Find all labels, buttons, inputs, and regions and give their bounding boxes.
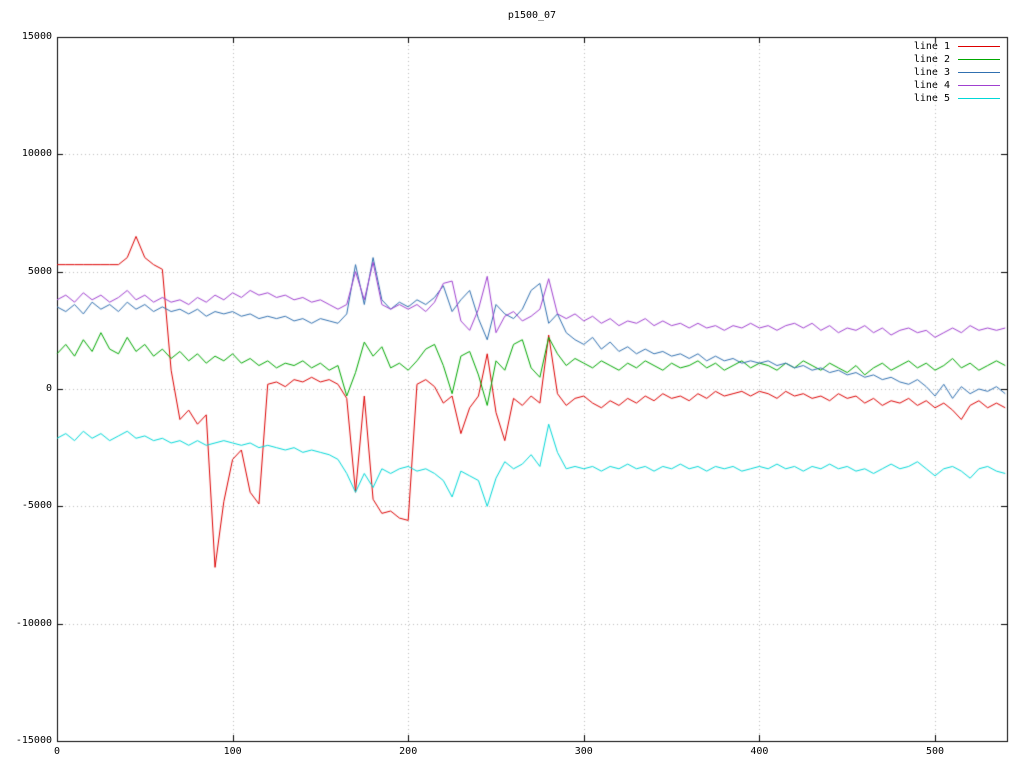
x-tick-label: 300 bbox=[574, 746, 593, 757]
legend-line-sample bbox=[958, 46, 1000, 47]
x-tick-label: 200 bbox=[399, 746, 418, 757]
legend-line-sample bbox=[958, 59, 1000, 60]
legend-label: line 1 bbox=[913, 41, 950, 52]
chart-title: p1500_07 bbox=[507, 10, 557, 21]
x-tick-label: 0 bbox=[53, 746, 61, 757]
legend-line-sample bbox=[958, 98, 1000, 99]
y-tick-label: -10000 bbox=[15, 617, 52, 629]
legend-label: line 3 bbox=[913, 67, 950, 78]
x-tick-label: 100 bbox=[223, 746, 242, 757]
legend-label: line 5 bbox=[913, 93, 950, 104]
y-tick-label: 15000 bbox=[21, 31, 52, 42]
y-tick-label: 5000 bbox=[27, 265, 52, 277]
legend-item: line 4 bbox=[914, 79, 1000, 92]
legend-label: line 2 bbox=[913, 54, 950, 65]
x-tick-label: 500 bbox=[925, 746, 945, 757]
y-tick-label: 0 bbox=[45, 383, 52, 394]
legend-item: line 5 bbox=[914, 92, 1000, 105]
y-tick-label: 10000 bbox=[21, 148, 52, 160]
legend-item: line 3 bbox=[914, 66, 1000, 79]
y-tick-label: -5000 bbox=[21, 500, 52, 512]
legend: line 1 line 2 line 3 line 4 line 5 bbox=[914, 40, 1000, 105]
x-tick-label: 400 bbox=[750, 746, 769, 757]
legend-item: line 1 bbox=[914, 40, 1000, 53]
legend-line-sample bbox=[958, 72, 1000, 73]
legend-item: line 2 bbox=[914, 53, 1000, 66]
legend-label: line 4 bbox=[913, 80, 950, 91]
legend-line-sample bbox=[958, 85, 1000, 86]
y-tick-label: -15000 bbox=[15, 735, 52, 746]
